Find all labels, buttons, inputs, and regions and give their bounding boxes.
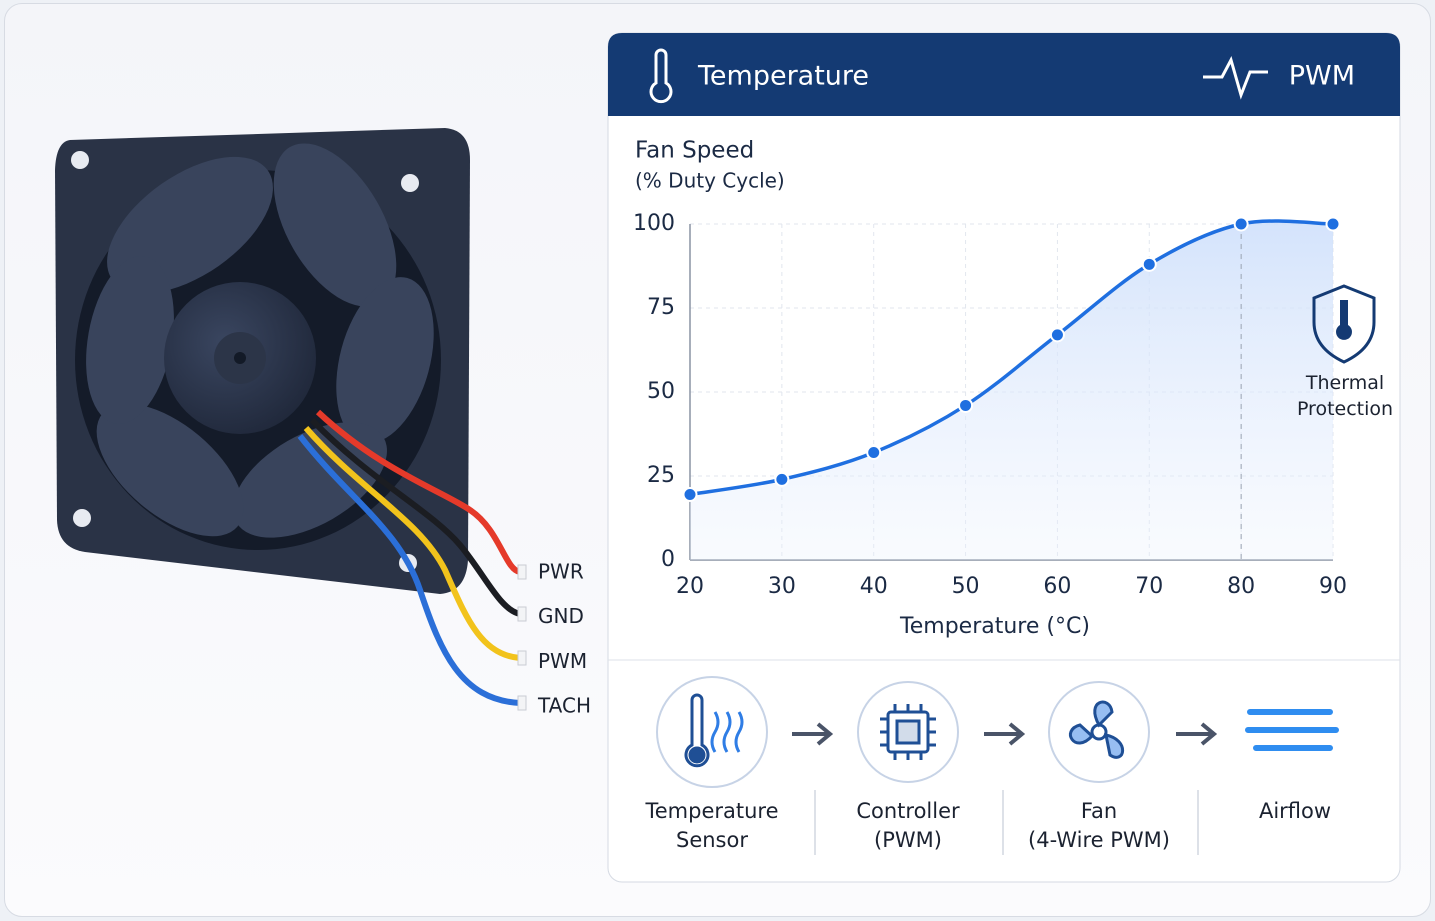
y-tick-label: 100 (633, 211, 675, 236)
pulse-icon (1203, 56, 1268, 100)
line (689, 219, 1334, 497)
y-tick-label: 25 (647, 463, 675, 488)
chart-title: Fan Speed (635, 138, 754, 164)
flow-label: Fan (4-Wire PWM) (1028, 799, 1170, 852)
thermometer-icon (649, 48, 673, 104)
fan-illustration (55, 128, 527, 711)
x-tick-label: 60 (1043, 574, 1071, 599)
shield-thermometer (1336, 300, 1352, 340)
x-axis-label: Temperature (°C) (899, 614, 1090, 639)
flow-icons (656, 676, 1339, 855)
wire-label: TACH (537, 694, 591, 718)
point (958, 397, 974, 413)
x-tick-label: 90 (1319, 574, 1347, 599)
panel-header (608, 33, 1400, 116)
x-tick-label: 80 (1227, 574, 1255, 599)
point (682, 486, 698, 502)
point (1049, 327, 1065, 343)
y-tick-label: 75 (647, 295, 675, 320)
flow-label: Controller (PWM) (856, 799, 960, 852)
flow-label: Temperature Sensor (645, 799, 779, 852)
x-tick-label: 40 (860, 574, 888, 599)
wire-label: GND (538, 604, 584, 628)
point (1233, 216, 1249, 232)
y-tick-label: 0 (661, 547, 675, 572)
wire-label: PWR (538, 560, 584, 584)
header-pwm: PWM (1289, 61, 1355, 92)
area (690, 221, 1333, 560)
annotation: Thermal Protection (1296, 372, 1394, 420)
point (774, 471, 790, 487)
y-tick-label: 50 (647, 379, 675, 404)
x-tick-label: 50 (952, 574, 980, 599)
wire-label: PWM (538, 649, 587, 673)
flow-label: Airflow (1258, 799, 1332, 823)
chart-subtitle: (% Duty Cycle) (635, 169, 785, 193)
point (866, 444, 882, 460)
point (1325, 216, 1341, 232)
x-tick-label: 70 (1135, 574, 1163, 599)
x-tick-label: 30 (768, 574, 796, 599)
x-tick-label: 20 (676, 574, 704, 599)
shield-icon (1312, 284, 1376, 364)
header-title: Temperature (697, 61, 869, 92)
point (1141, 256, 1157, 272)
